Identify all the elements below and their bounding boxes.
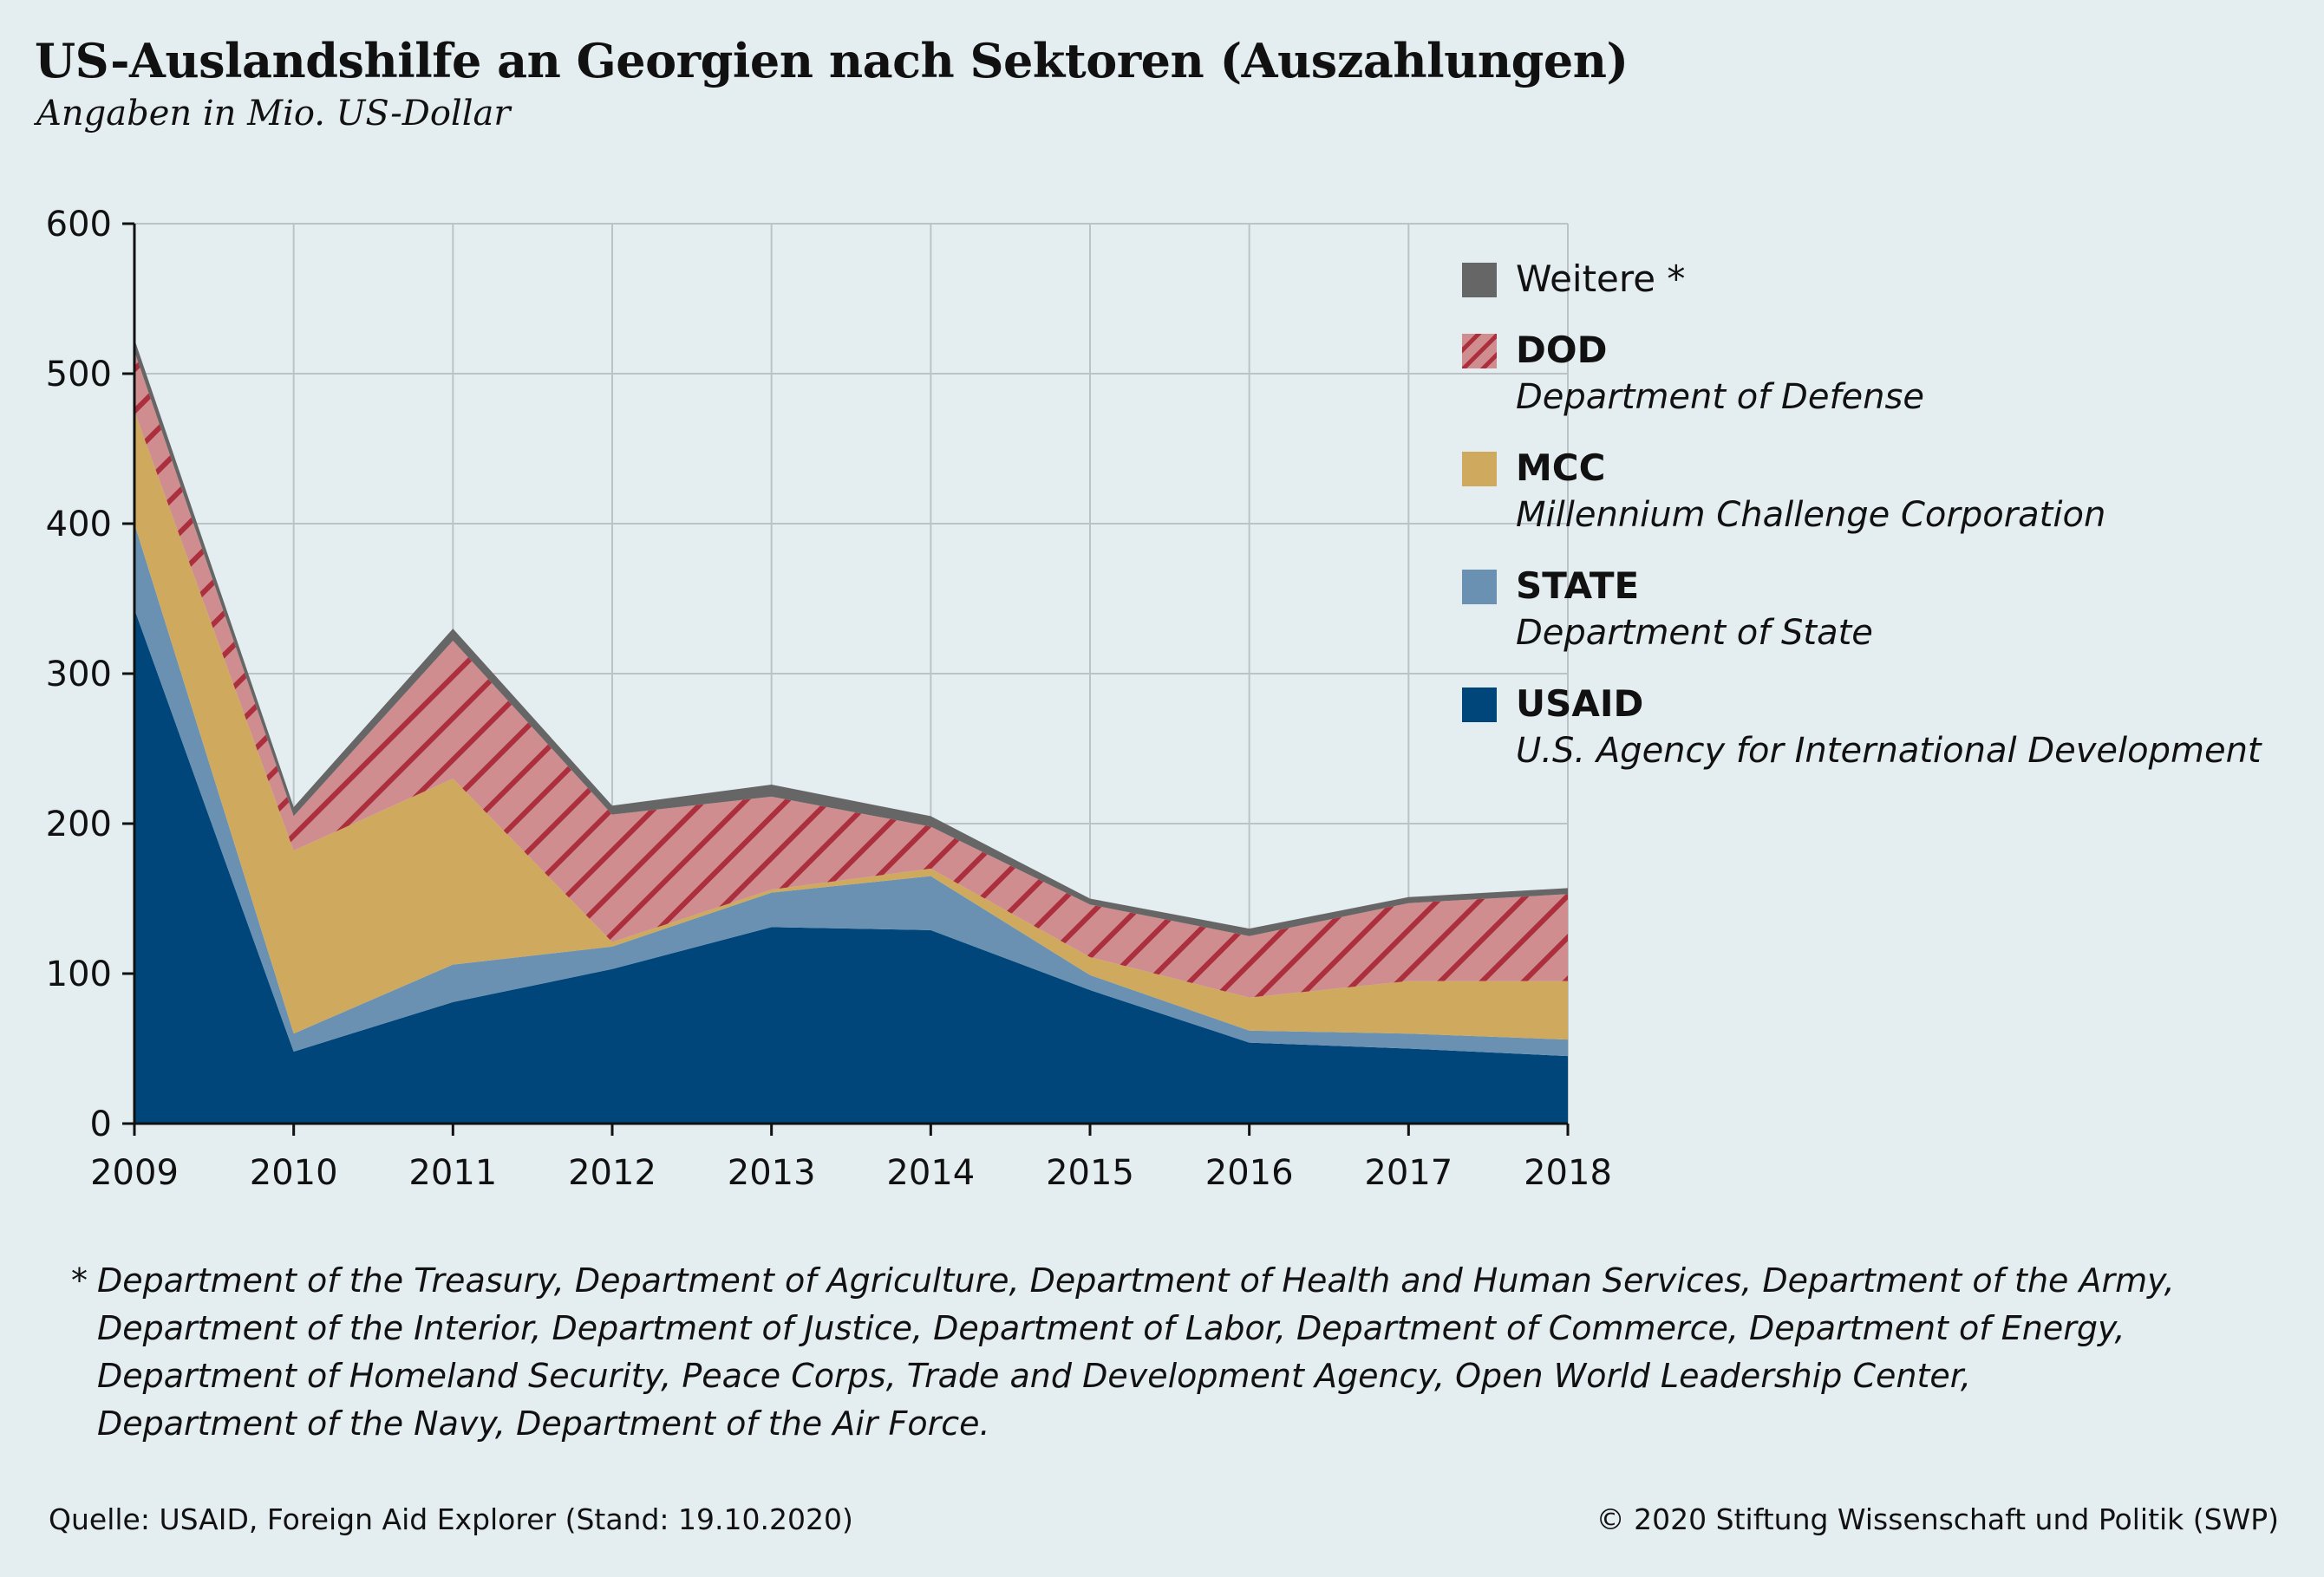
footnote: * Department of the Treasury, Department…	[71, 1257, 2175, 1448]
area-mcc	[134, 411, 1568, 1040]
x-tick-label: 2012	[568, 1153, 656, 1193]
areas	[134, 339, 1568, 1124]
area-usaid	[134, 609, 1568, 1124]
legend-swatch-usaid	[1462, 687, 1497, 722]
legend-item-mcc: MCC Millennium Challenge Corporation	[1462, 445, 2262, 538]
area-state	[134, 524, 1568, 1057]
y-tick-label: 300	[46, 655, 112, 694]
footnote-line: Department of the Interior, Department o…	[97, 1309, 2125, 1347]
x-tick-label: 2009	[90, 1153, 179, 1193]
y-tick-label: 200	[46, 805, 112, 844]
x-tick-label: 2016	[1205, 1153, 1294, 1193]
y-tick-label: 400	[46, 505, 112, 544]
legend-item-state: STATE Department of State	[1462, 563, 2262, 656]
y-tick-label: 500	[46, 355, 112, 394]
legend-swatch-weitere	[1462, 263, 1497, 297]
x-tick-label: 2010	[250, 1153, 338, 1193]
legend-swatch-dod	[1462, 334, 1497, 368]
chart-subtitle: Angaben in Mio. US-Dollar	[36, 94, 511, 134]
x-tick-label: 2011	[408, 1153, 497, 1193]
legend-description: Millennium Challenge Corporation	[1516, 495, 2106, 535]
axes: 0 100 200 300 400 500 600 2009 2010 2011 2012 2013 2…	[46, 205, 1612, 1193]
footnote-line: Department of the Treasury, Department o…	[97, 1261, 2175, 1300]
y-tick-label: 100	[46, 955, 112, 994]
x-tick-label: 2018	[1524, 1153, 1612, 1193]
legend-description: U.S. Agency for International Developmen…	[1516, 731, 2262, 771]
legend-item-weitere: Weitere *	[1462, 256, 2262, 303]
legend-swatch-state	[1462, 570, 1497, 604]
legend-name: DOD	[1516, 329, 1608, 371]
legend-name: USAID	[1516, 682, 1644, 725]
footnote-line: Department of the Navy, Department of th…	[97, 1404, 990, 1443]
copyright-note: © 2020 Stiftung Wissenschaft und Politik…	[1596, 1502, 2279, 1536]
legend-name: Weitere *	[1516, 257, 1686, 300]
area-dod	[134, 351, 1568, 998]
legend-item-usaid: USAID U.S. Agency for International Deve…	[1462, 681, 2262, 774]
x-tick-label: 2017	[1364, 1153, 1452, 1193]
legend-name: STATE	[1516, 564, 1640, 607]
source-note: Quelle: USAID, Foreign Aid Explorer (Sta…	[49, 1502, 853, 1536]
legend: Weitere * DOD Department of Defense MCC …	[1462, 256, 2262, 798]
y-tick-label: 600	[46, 205, 112, 244]
y-tick-label: 0	[90, 1105, 112, 1144]
legend-description: Department of Defense	[1516, 377, 1924, 417]
legend-name: MCC	[1516, 446, 1606, 489]
legend-description: Department of State	[1516, 613, 1873, 653]
legend-item-dod: DOD Department of Defense	[1462, 327, 2262, 420]
x-tick-label: 2013	[728, 1153, 816, 1193]
legend-swatch-mcc	[1462, 452, 1497, 486]
chart-title: US-Auslandshilfe an Georgien nach Sektor…	[35, 33, 1629, 88]
footnote-marker: *	[71, 1261, 88, 1300]
footnote-line: Department of Homeland Security, Peace C…	[97, 1357, 1971, 1395]
x-tick-label: 2014	[886, 1153, 975, 1193]
x-tick-label: 2015	[1046, 1153, 1134, 1193]
